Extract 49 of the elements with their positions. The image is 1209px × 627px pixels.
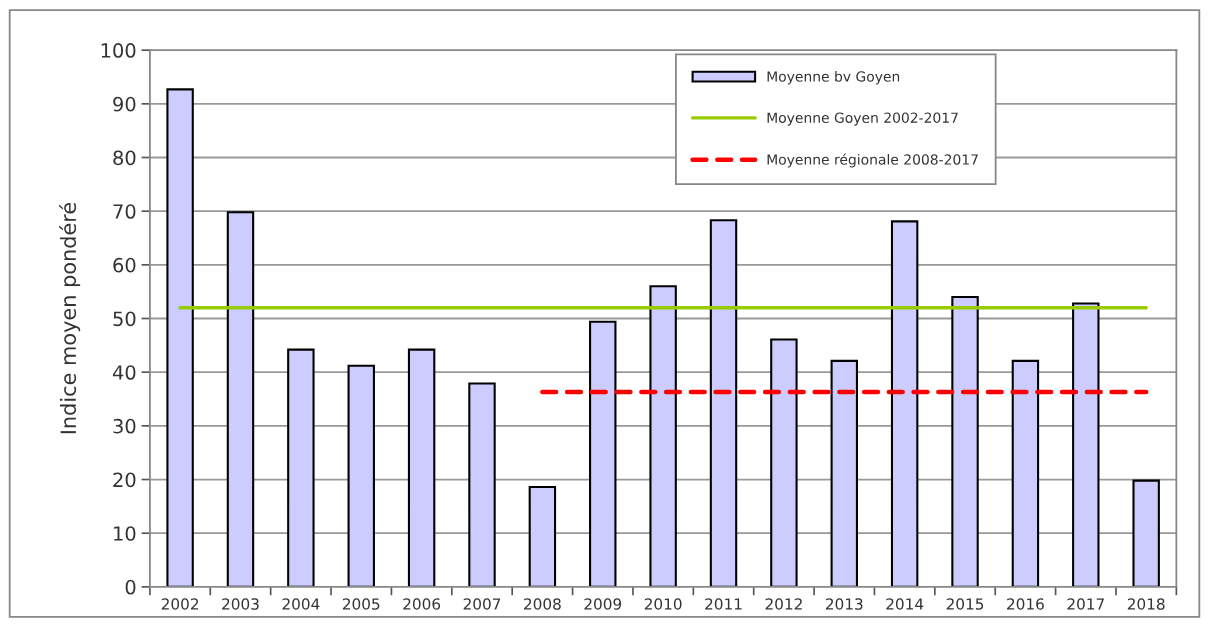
- bar: [528, 486, 557, 587]
- bar: [347, 364, 375, 587]
- bar: [1072, 302, 1100, 587]
- legend-label: Moyenne bv Goyen: [767, 70, 900, 85]
- x-tick-label: 2013: [825, 598, 863, 610]
- x-tick-label: 2005: [342, 598, 380, 610]
- bar: [226, 211, 255, 587]
- x-tick-label: 2006: [403, 598, 441, 610]
- bar: [830, 359, 858, 587]
- y-tick-label: 70: [113, 204, 136, 219]
- bar: [407, 348, 436, 587]
- x-tick-label: 2010: [644, 598, 682, 610]
- x-tick-label: 2011: [705, 598, 742, 610]
- x-tick-label: 2015: [946, 598, 984, 610]
- x-tick-label: 2018: [1127, 598, 1165, 610]
- x-tick-label: 2016: [1007, 598, 1044, 610]
- y-tick-label: 30: [113, 418, 136, 434]
- y-tick-label: 40: [112, 365, 136, 380]
- bar: [709, 219, 738, 587]
- y-tick-label: 60: [113, 257, 136, 273]
- x-tick-label: 2002: [161, 598, 199, 610]
- x-tick-label: 2012: [765, 598, 802, 610]
- bar: [1132, 479, 1160, 587]
- y-tick-label: 100: [101, 43, 136, 58]
- y-axis-title: Indice moyen pondéré: [59, 202, 81, 434]
- bar: [468, 382, 496, 587]
- x-tick-label: 2014: [886, 598, 924, 610]
- y-tick-label: 50: [113, 311, 136, 327]
- x-tick-label: 2007: [463, 598, 501, 610]
- x-tick-label: 2003: [222, 598, 259, 610]
- bar: [649, 285, 677, 587]
- bar: [890, 220, 919, 587]
- legend-label: Moyenne régionale 2008-2017: [767, 153, 978, 168]
- bar: [1011, 359, 1040, 587]
- x-tick-label: 2009: [584, 598, 622, 610]
- bar: [951, 296, 979, 587]
- y-tick-label: 20: [113, 472, 136, 488]
- bar: [166, 88, 194, 587]
- x-tick-label: 2008: [524, 598, 561, 610]
- y-tick-label: 0: [125, 579, 136, 595]
- x-tick-label: 2017: [1067, 598, 1104, 610]
- bar: [287, 348, 315, 587]
- y-tick-label: 90: [113, 96, 136, 112]
- x-tick-label: 2004: [282, 598, 320, 610]
- y-tick-label: 10: [114, 526, 136, 541]
- y-tick-label: 80: [113, 150, 136, 166]
- legend-label: Moyenne Goyen 2002-2017: [767, 112, 958, 126]
- bar: [589, 320, 617, 587]
- bar: [770, 338, 798, 587]
